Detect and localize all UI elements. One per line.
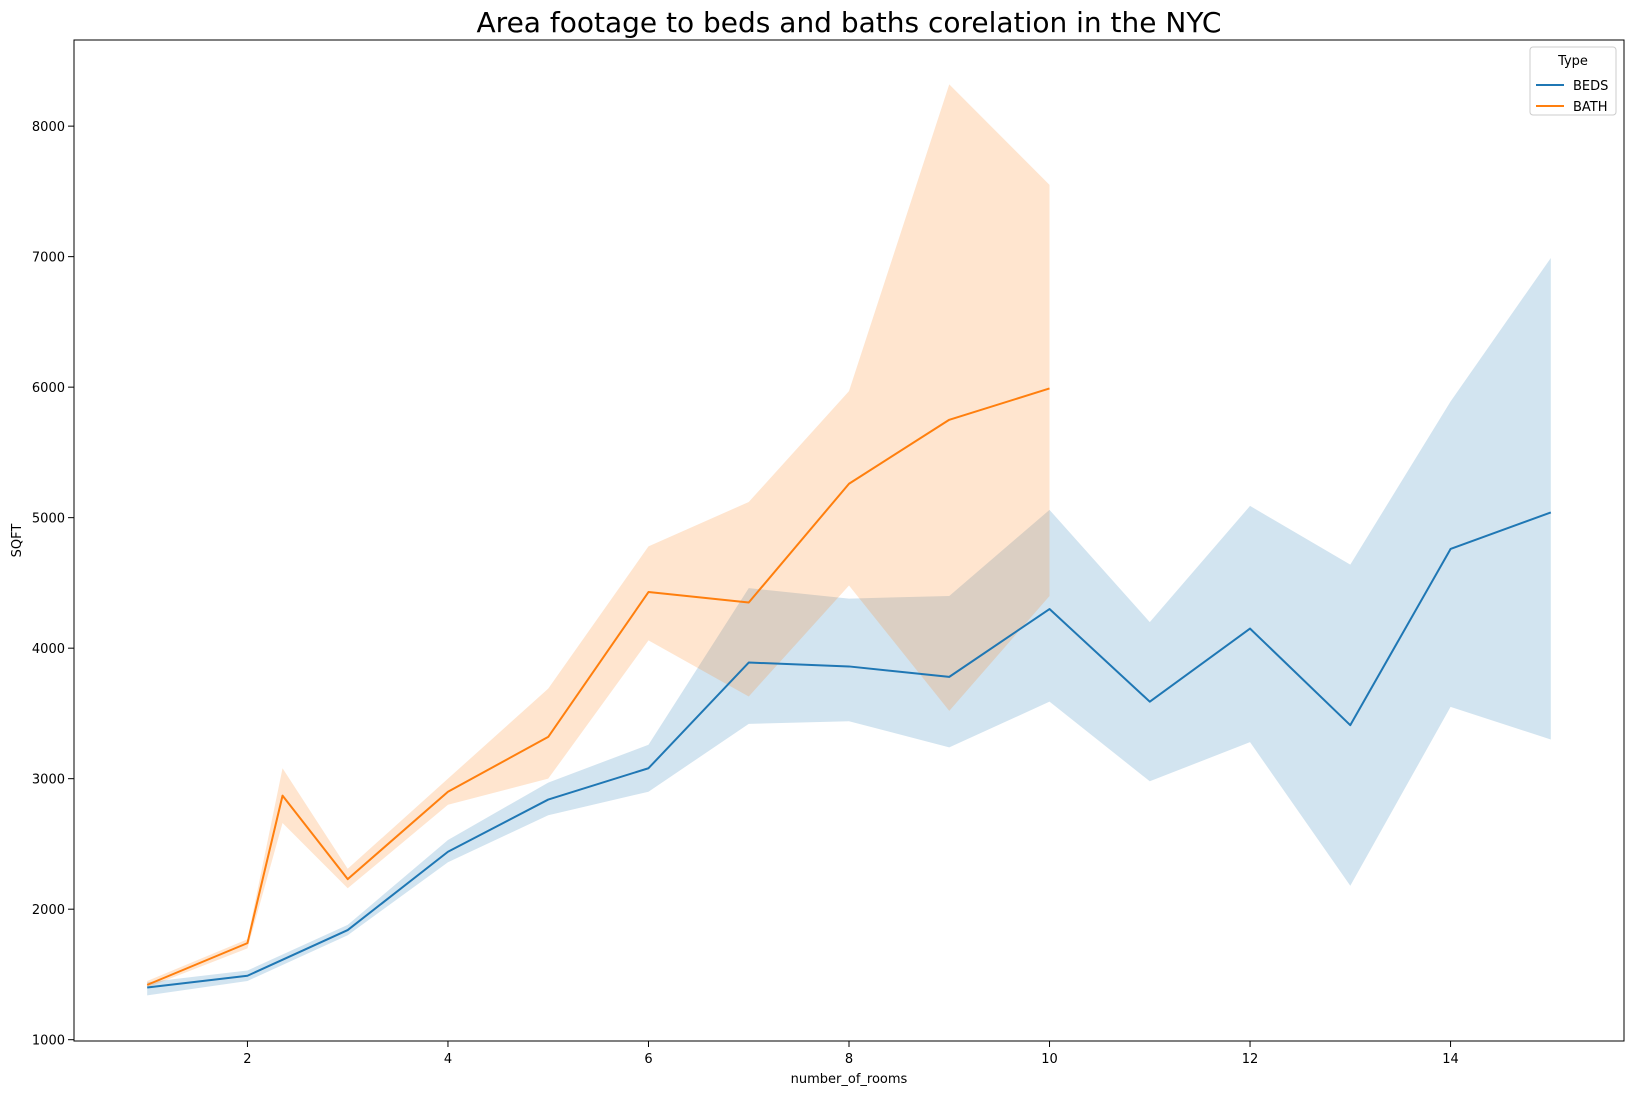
y-tick-label: 1000 — [32, 1034, 65, 1049]
y-tick-label: 4000 — [32, 642, 65, 657]
x-axis-label: number_of_rooms — [791, 1072, 908, 1087]
x-tick-label: 8 — [845, 1052, 853, 1067]
x-axis: 2 4 6 8 10 12 14 — [243, 1041, 1459, 1067]
bath-legend-label: BATH — [1573, 100, 1608, 115]
beds-legend-label: BEDS — [1573, 79, 1608, 94]
x-tick-label: 14 — [1442, 1052, 1459, 1067]
y-axis-label: SQFT — [10, 524, 25, 558]
confidence-bands — [147, 84, 1551, 996]
legend-box — [1529, 46, 1617, 116]
x-tick-label: 2 — [243, 1052, 251, 1067]
x-tick-label: 6 — [644, 1052, 652, 1067]
legend: Type BEDS BATH — [1529, 46, 1617, 116]
chart-title: Area footage to beds and baths corelatio… — [477, 6, 1222, 39]
x-tick-label: 4 — [444, 1052, 452, 1067]
series-lines — [146, 387, 1552, 989]
y-tick-label: 8000 — [32, 120, 65, 135]
legend-title: Type — [1557, 54, 1588, 69]
beds-confidence-band — [147, 257, 1551, 996]
y-tick-label: 2000 — [32, 903, 65, 918]
x-tick-label: 10 — [1041, 1052, 1058, 1067]
y-axis: 1000 2000 3000 4000 5000 6000 7000 8000 — [32, 120, 74, 1049]
y-tick-label: 5000 — [32, 512, 65, 527]
x-tick-label: 12 — [1242, 1052, 1259, 1067]
bath-confidence-band — [147, 84, 1050, 988]
y-tick-label: 7000 — [32, 251, 65, 266]
y-tick-label: 3000 — [32, 773, 65, 788]
y-tick-label: 6000 — [32, 381, 65, 396]
